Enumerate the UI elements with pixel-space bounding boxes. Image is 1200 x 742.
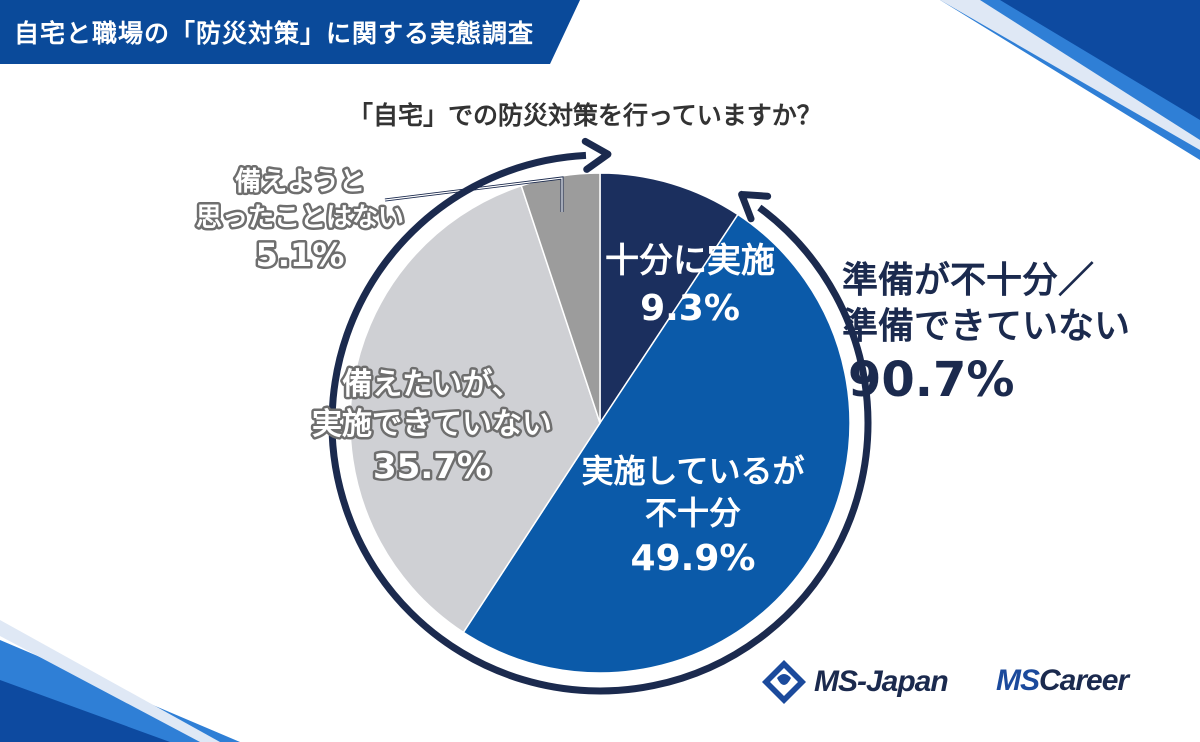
ms-japan-mark-icon	[762, 660, 806, 704]
slice-4-label-line-1: 備えようと	[235, 166, 365, 197]
pie-slice-2	[462, 213, 851, 674]
ms-career-logo-ms: MS	[996, 664, 1040, 697]
pie-slice-3	[349, 184, 601, 634]
decorative-corner-top-right	[940, 0, 1200, 160]
survey-question: 「自宅」での防災対策を行っていますか？	[348, 101, 822, 130]
decorative-corner-bottom-left	[0, 620, 240, 742]
ms-career-logo: MSCareer	[996, 664, 1129, 698]
slice-4-value-label: 5.1%	[256, 236, 345, 274]
pie-slice-1	[599, 172, 739, 426]
slice-4-label-line-2: 思ったことはない	[196, 203, 404, 233]
slice-4-leader-line-inner	[384, 177, 563, 212]
slice-1-value-label: 9.3%	[640, 288, 740, 329]
ms-japan-logo-text: MS-Japan	[814, 665, 949, 698]
slice-2-label-line-2: 不十分	[645, 494, 741, 532]
ms-japan-logo: MS-Japan	[760, 658, 949, 706]
outer-arc-arrowhead-start	[738, 190, 772, 223]
pie-slice-4	[520, 172, 601, 424]
ms-career-logo-career: Career	[1039, 664, 1129, 697]
slice-2-label-line-1: 実施しているが	[581, 452, 804, 490]
slice-1-label-line-1: 十分に実施	[605, 241, 775, 281]
annotation-line-1: 準備が不十分／	[842, 260, 1094, 301]
annotation-line-2: 準備できていない	[842, 306, 1130, 347]
slice-3-label-line-2: 実施できていない	[312, 407, 552, 442]
header-band	[0, 0, 580, 64]
outer-arc-arrowhead-end	[581, 137, 612, 173]
outer-arc	[328, 151, 872, 695]
slice-3-value-label: 35.7%	[373, 447, 491, 487]
annotation-value: 90.7%	[848, 352, 1015, 408]
page-title: 自宅と職場の「防災対策」に関する実態調査	[14, 19, 535, 48]
slice-3-label-line-1: 備えたいが、	[342, 367, 521, 402]
slice-2-value-label: 49.9%	[631, 538, 756, 579]
